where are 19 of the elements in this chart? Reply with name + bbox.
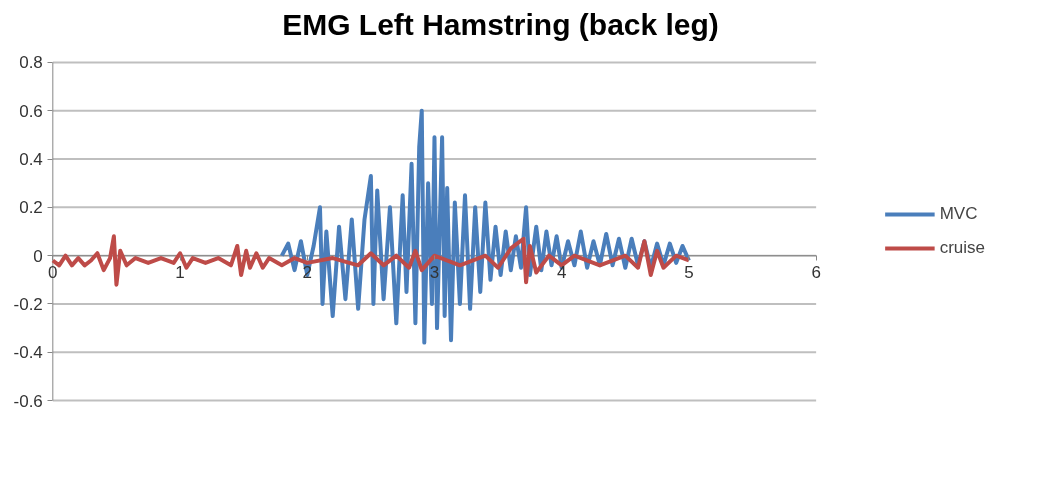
y-tick-label: -0.2	[13, 294, 43, 314]
y-tick-label: 0	[33, 246, 43, 266]
x-tick-label: 0	[48, 262, 58, 282]
line-series	[279, 108, 691, 345]
legend-label: MVC	[939, 204, 978, 224]
legend-label: cruise	[939, 238, 985, 258]
x-tick-label: 5	[684, 262, 694, 282]
line-series	[50, 234, 691, 287]
y-tick-label: 0.4	[19, 150, 43, 170]
x-tick-label: 1	[175, 262, 185, 282]
x-tick-label: 3	[429, 262, 440, 282]
y-tick-label: -0.4	[13, 343, 43, 363]
x-tick-label: 6	[811, 262, 821, 282]
x-tick-label: 4	[556, 262, 567, 282]
y-tick-label: 0.6	[19, 101, 43, 121]
chart-title: EMG Left Hamstring (back leg)	[282, 7, 719, 41]
y-tick-label: 0.2	[19, 198, 43, 218]
y-tick-label: -0.6	[13, 391, 43, 411]
y-tick-label: 0.8	[19, 53, 43, 73]
